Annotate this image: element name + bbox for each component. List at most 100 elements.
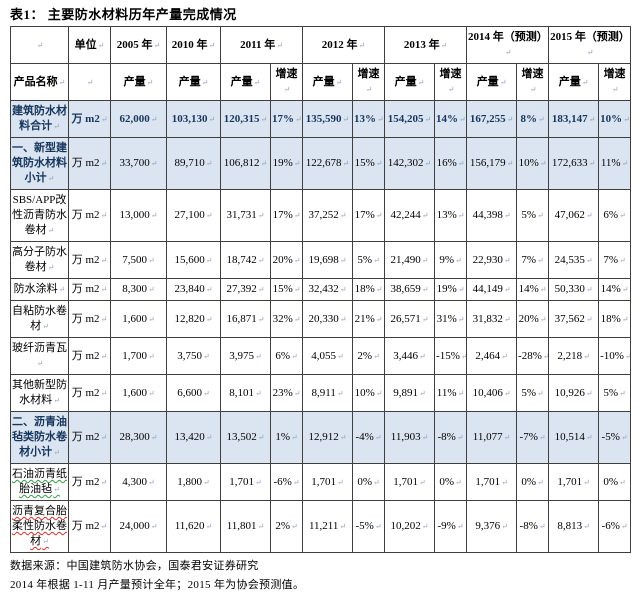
growth-value-cell: 1%↵: [269, 411, 304, 464]
return-mark: ↵: [503, 433, 511, 442]
return-mark: ↵: [373, 477, 380, 487]
output-value-cell: 2,218↵: [548, 337, 600, 375]
unit-cell: 万 m2↵: [68, 337, 111, 375]
return-mark: ↵: [501, 477, 508, 487]
return-mark: ↵: [421, 522, 429, 531]
header-output: 产量↵: [548, 63, 600, 101]
output-value-cell: 3,975↵: [220, 337, 271, 375]
return-mark: ↵: [100, 255, 108, 265]
return-mark: ↵: [421, 285, 429, 294]
header-growth: 增速↵: [352, 63, 386, 101]
return-mark: ↵: [619, 388, 626, 398]
output-value-cell: 26,571↵: [384, 300, 436, 338]
output-value-cell: 135,590↵: [302, 100, 354, 138]
return-mark: ↵: [260, 159, 268, 168]
output-value-cell: 11,903↵: [384, 411, 436, 464]
growth-value-cell: 7%↵: [516, 241, 550, 279]
output-value-cell: 13,000↵: [110, 189, 167, 242]
growth-value-cell: -6%↵: [598, 500, 632, 553]
output-value-cell: 11,620↵: [166, 500, 221, 553]
return-mark: ↵: [58, 285, 66, 294]
return-mark: ↵: [585, 314, 593, 324]
return-mark: ↵: [537, 388, 544, 398]
output-value-cell: 31,731↵: [220, 189, 271, 242]
growth-value-cell: 0%↵: [352, 463, 386, 501]
return-mark: ↵: [148, 388, 155, 398]
return-mark: ↵: [47, 174, 55, 183]
return-mark: ↵: [86, 77, 94, 87]
return-mark: ↵: [36, 359, 44, 368]
return-mark: ↵: [293, 285, 301, 294]
growth-value-cell: -6%↵: [269, 463, 304, 501]
return-mark: ↵: [339, 314, 347, 324]
return-mark: ↵: [47, 263, 55, 272]
growth-value-cell: -7%↵: [516, 411, 550, 464]
return-mark: ↵: [290, 351, 298, 361]
return-mark: ↵: [620, 522, 628, 531]
return-mark: ↵: [538, 522, 546, 531]
table-header: ↵ 单位↵ 2005 年↵ 2010 年↵ 2011 年↵ 2012 年↵ 2013 年↵ 2…: [10, 26, 632, 101]
return-mark: ↵: [375, 159, 383, 168]
header-row-years: ↵ 单位↵ 2005 年↵ 2010 年↵ 2011 年↵ 2012 年↵ 2013 年↵ 2…: [10, 26, 632, 64]
return-mark: ↵: [257, 211, 265, 220]
product-name-cell: 一、新型建筑防水材料小计↵: [10, 137, 69, 190]
corner-cell: ↵: [10, 26, 69, 64]
return-mark: ↵: [205, 433, 213, 442]
output-value-cell: 42,244↵: [384, 189, 436, 242]
growth-value-cell: 5%↵: [352, 241, 386, 279]
growth-value-cell: 0%↵: [516, 463, 550, 501]
growth-value-cell: 15%↵: [352, 137, 386, 190]
output-value-cell: 183,147↵: [548, 100, 600, 138]
return-mark: ↵: [336, 388, 344, 398]
output-value-cell: 89,710↵: [166, 137, 221, 190]
unit-cell: 万 m2↵: [68, 374, 111, 412]
return-mark: ↵: [150, 211, 158, 220]
return-mark: ↵: [375, 211, 383, 220]
return-mark: ↵: [373, 351, 380, 361]
unit-cell: 万 m2↵: [68, 241, 111, 279]
return-mark: ↵: [339, 285, 347, 294]
return-mark: ↵: [292, 477, 300, 487]
growth-value-cell: 20%↵: [516, 300, 550, 338]
return-mark: ↵: [53, 396, 60, 405]
return-mark: ↵: [339, 522, 347, 531]
header-year: 2005 年↵: [110, 26, 167, 64]
growth-value-cell: 14%↵: [434, 100, 468, 138]
return-mark: ↵: [461, 352, 466, 361]
table-row: SBS/APP改性沥青防水卷材↵ 万 m2↵ 13,000↵ 27,100↵ 31,73…: [10, 189, 632, 242]
return-mark: ↵: [255, 351, 262, 361]
output-value-cell: 7,500↵: [110, 241, 167, 279]
header-growth: 增速↵: [516, 63, 550, 101]
return-mark: ↵: [539, 159, 547, 168]
growth-value-cell: 23%↵: [269, 374, 304, 412]
output-value-cell: 10,926↵: [548, 374, 600, 412]
return-mark: ↵: [150, 114, 158, 124]
output-value-cell: 1,701↵: [548, 463, 600, 501]
output-value-cell: 1,701↵: [384, 463, 436, 501]
growth-value-cell: 18%↵: [598, 300, 632, 338]
return-mark: ↵: [457, 285, 465, 294]
header-output: 产量↵: [110, 63, 167, 101]
unit-cell: 万 m2↵: [68, 300, 111, 338]
table-row: 二、沥青油毡类防水卷材小计↵ 万 m2↵ 28,300↵ 13,420↵ 13,502↵…: [10, 411, 632, 464]
return-mark: ↵: [365, 85, 373, 94]
growth-value-cell: -5%↵: [598, 411, 632, 464]
growth-value-cell: 11%↵: [434, 374, 468, 412]
output-value-cell: 6,600↵: [166, 374, 221, 412]
table-row: 建筑防水材料合计↵ 万 m2↵ 62,000↵ 103,130↵ 120,315↵ 17%…: [10, 100, 632, 138]
output-value-cell: 142,302↵: [384, 137, 436, 190]
output-value-cell: 15,600↵: [166, 241, 221, 279]
return-mark: ↵: [499, 77, 507, 87]
return-mark: ↵: [97, 40, 105, 50]
output-value-cell: 44,149↵: [466, 278, 518, 301]
product-name-cell: 高分子防水卷材↵: [10, 241, 69, 279]
unit-cell: 万 m2↵: [68, 137, 111, 190]
output-value-cell: 21,490↵: [384, 241, 436, 279]
return-mark: ↵: [53, 122, 60, 131]
return-mark: ↵: [619, 255, 626, 265]
return-mark: ↵: [148, 351, 155, 361]
return-mark: ↵: [539, 314, 547, 324]
return-mark: ↵: [208, 40, 216, 50]
return-mark: ↵: [205, 159, 213, 168]
